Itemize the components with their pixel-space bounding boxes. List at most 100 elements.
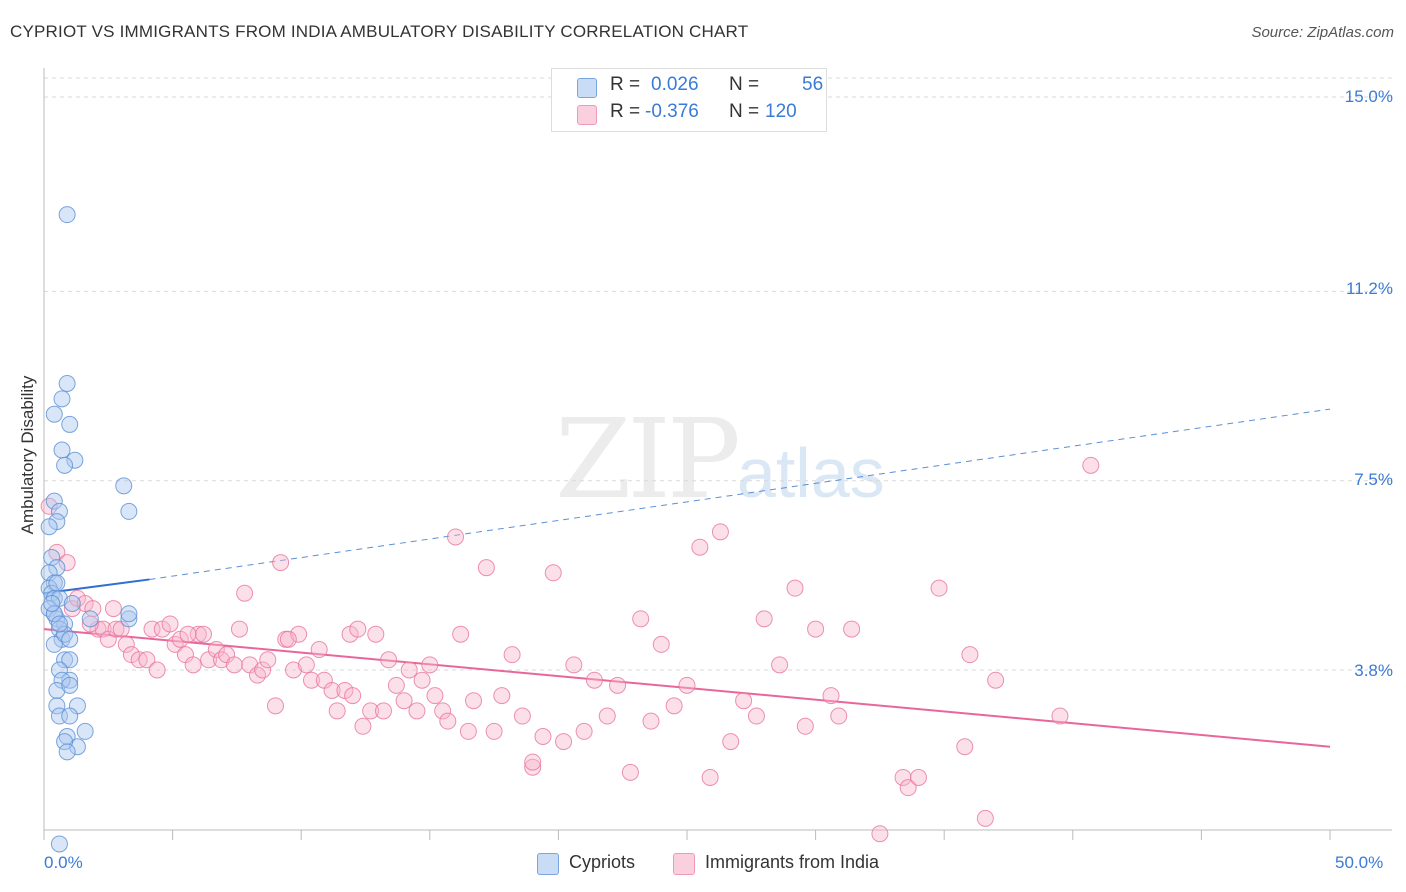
stats-r-label: R = [610, 74, 641, 95]
watermark: ZIPatlas [555, 395, 885, 523]
data-point-india [380, 651, 398, 669]
data-point-india [452, 625, 470, 643]
data-point-india [807, 620, 825, 638]
axes [43, 68, 1392, 840]
data-point-india [493, 687, 511, 705]
data-point-india [565, 656, 583, 674]
data-point-cypriot [45, 492, 63, 510]
stats-row-cypriots: R = 0.026 N = 56 [552, 74, 826, 100]
data-point-cypriot [61, 707, 79, 725]
data-point-india [328, 702, 346, 720]
data-point-india [63, 600, 81, 618]
data-point-cypriot [61, 630, 79, 648]
data-point-india [236, 584, 254, 602]
data-point-india [143, 620, 161, 638]
stats-swatch-india [577, 105, 597, 125]
data-point-india [194, 625, 212, 643]
chart-title: CYPRIOT VS IMMIGRANTS FROM INDIA AMBULAT… [10, 22, 749, 41]
data-point-india [375, 702, 393, 720]
data-point-india [48, 543, 66, 561]
data-point-india [843, 620, 861, 638]
data-point-india [987, 671, 1005, 689]
data-point-india [349, 620, 367, 638]
data-point-cypriot [50, 615, 68, 633]
data-point-cypriot [61, 415, 79, 433]
data-point-india [477, 559, 495, 577]
watermark-zip: ZIP [555, 395, 741, 523]
data-point-india [735, 692, 753, 710]
data-point-india [284, 661, 302, 679]
data-point-cypriot [50, 502, 68, 520]
y-tick-label-3-8: 3.8% [1354, 661, 1393, 680]
data-point-cypriot [40, 518, 58, 536]
data-point-india [711, 523, 729, 541]
data-point-india [434, 702, 452, 720]
data-point-cypriot [53, 441, 71, 459]
data-point-india [148, 661, 166, 679]
y-tick-label-15: 15.0% [1344, 87, 1393, 106]
data-point-india [387, 676, 405, 694]
x-tick-label-max: 50.0% [1335, 853, 1384, 872]
data-point-india [755, 610, 773, 628]
data-point-cypriot [58, 206, 76, 224]
data-point-india [524, 758, 542, 776]
data-point-india [94, 620, 112, 638]
x-tick-label-min: 0.0% [44, 853, 83, 872]
stats-n-label: N = [729, 101, 760, 122]
data-point-india [459, 722, 477, 740]
data-point-india [585, 671, 603, 689]
data-point-cypriot [58, 375, 76, 392]
data-point-india [248, 666, 266, 684]
data-point-cypriot [56, 625, 74, 643]
data-point-india [259, 651, 277, 669]
data-point-cypriot [48, 697, 66, 715]
data-point-cypriot [120, 610, 138, 628]
data-point-cypriot [66, 451, 84, 469]
data-point-cypriot [81, 610, 99, 628]
data-point-india [956, 738, 974, 756]
data-point-india [575, 722, 593, 740]
data-point-india [621, 763, 639, 781]
data-point-india [166, 635, 184, 653]
data-point-cypriot [45, 605, 63, 623]
data-point-india [1082, 456, 1100, 474]
data-point-india [830, 707, 848, 725]
data-point-india [323, 681, 341, 699]
data-point-india [465, 692, 483, 710]
grid-lines [44, 77, 1392, 671]
y-tick-label-11-2: 11.2% [1346, 279, 1393, 298]
data-point-india [413, 671, 431, 689]
data-point-cypriot [50, 707, 68, 725]
data-point-cypriot [120, 502, 138, 520]
data-point-cypriot [56, 456, 74, 474]
data-point-india [609, 676, 627, 694]
data-point-cypriot [76, 722, 94, 740]
data-point-india [930, 579, 948, 597]
data-point-india [207, 641, 225, 659]
data-point-india [899, 779, 917, 797]
data-point-india [421, 656, 439, 674]
data-point-india [503, 646, 521, 664]
legend-swatch-cypriots [537, 853, 559, 875]
stats-r-value: -0.376 [645, 101, 699, 122]
data-point-india [230, 620, 248, 638]
data-point-india [747, 707, 765, 725]
data-point-india [184, 656, 202, 674]
data-point-india [701, 768, 719, 786]
data-point-india [524, 753, 542, 771]
data-point-india [771, 656, 789, 674]
data-point-cypriot [48, 574, 66, 592]
stats-row-india: R = -0.376 N = 120 [552, 101, 826, 127]
data-point-cypriot [58, 728, 76, 746]
data-point-india [272, 554, 290, 572]
data-point-india [485, 722, 503, 740]
data-point-india [555, 733, 573, 751]
stats-n-label: N = [729, 74, 760, 95]
trend-line-cypriots-extended [149, 408, 1331, 580]
data-point-cypriot [56, 651, 74, 669]
data-point-cypriot [50, 661, 68, 679]
data-point-india [104, 600, 122, 618]
data-point-india [426, 687, 444, 705]
data-point-cypriot [48, 681, 66, 699]
